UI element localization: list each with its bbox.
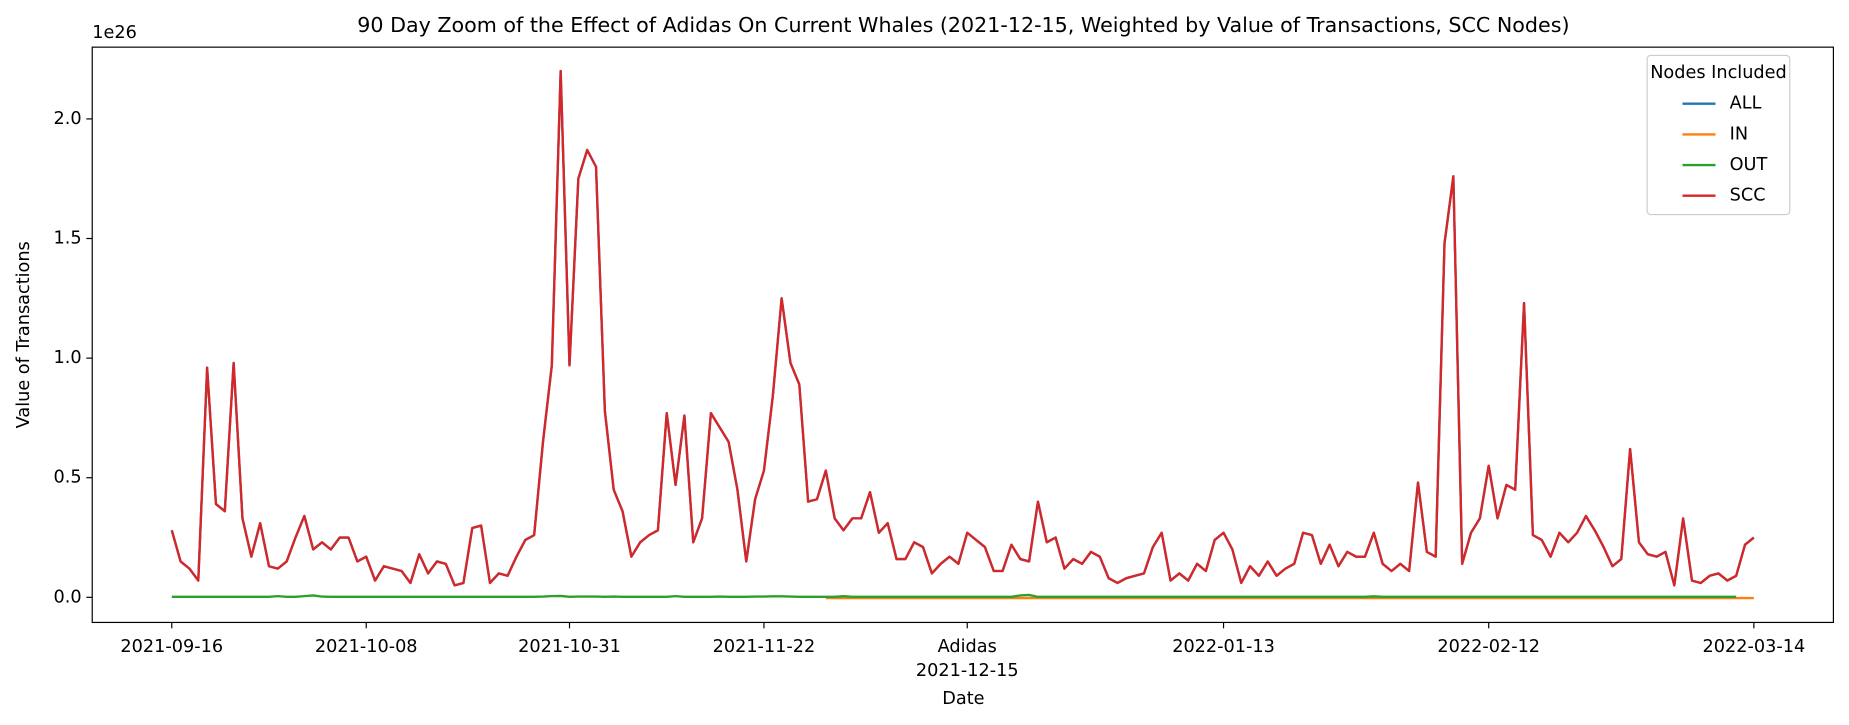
- x-tick-label: 2022-01-13: [1172, 637, 1275, 657]
- x-tick-label: 2022-02-12: [1437, 637, 1540, 657]
- legend-box: [1646, 54, 1791, 216]
- y-tick-label: 0.0: [54, 587, 82, 607]
- event-label: Adidas: [938, 637, 997, 657]
- legend-label: OUT: [1730, 155, 1768, 175]
- x-axis-label: Date: [942, 689, 984, 709]
- x-tick-label: 2021-10-08: [315, 637, 418, 657]
- y-tick-label: 1.5: [54, 229, 82, 249]
- legend-label: IN: [1730, 124, 1748, 144]
- y-axis-label: Value of Transactions: [14, 241, 34, 428]
- x-tick-label: 2021-11-22: [713, 637, 816, 657]
- y-offset-label: 1e26: [92, 23, 137, 43]
- series-line: [171, 593, 1737, 599]
- x-tick-label: 2021-09-16: [120, 637, 223, 657]
- plot-frame: [91, 46, 1834, 624]
- series-line: [170, 69, 1755, 587]
- x-tick-label: 2021-12-15: [916, 661, 1019, 681]
- series-line: [170, 69, 1755, 587]
- chart-title: 90 Day Zoom of the Effect of Adidas On C…: [357, 13, 1569, 37]
- y-tick-label: 1.0: [54, 348, 82, 368]
- legend-title: Nodes Included: [1650, 63, 1787, 83]
- legend-label: SCC: [1730, 186, 1766, 206]
- x-tick-label: 2021-10-31: [518, 637, 621, 657]
- x-tick-label: 2022-03-14: [1703, 637, 1806, 657]
- y-tick-label: 0.5: [54, 468, 82, 488]
- legend-label: ALL: [1730, 94, 1762, 114]
- y-tick-label: 2.0: [54, 109, 82, 129]
